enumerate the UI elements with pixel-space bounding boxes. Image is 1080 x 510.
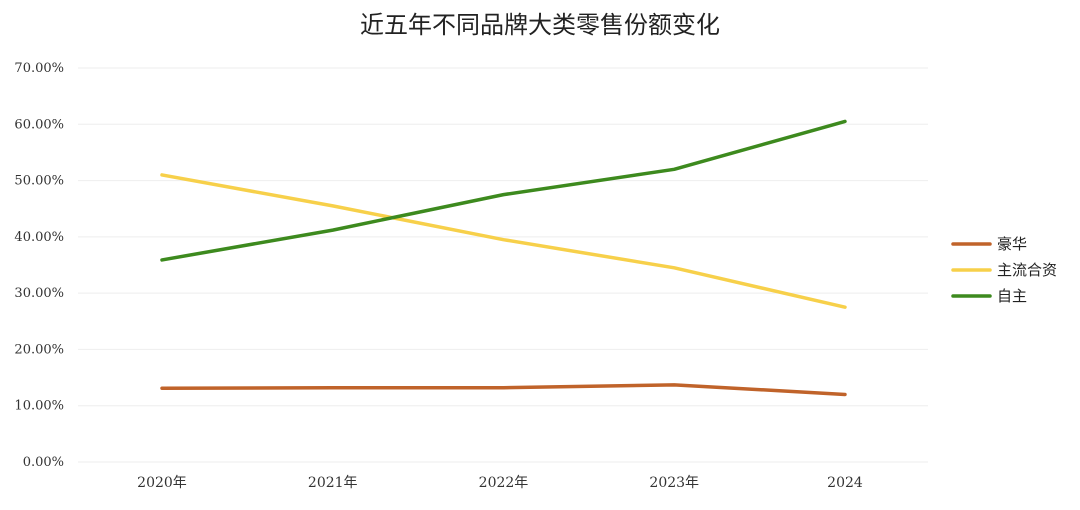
y-tick-label: 70.00% (14, 61, 64, 76)
series-line-2 (160, 119, 847, 262)
legend-label-2: 自主 (997, 287, 1027, 305)
chart-title: 近五年不同品牌大类零售份额变化 (360, 11, 720, 39)
y-tick-label: 60.00% (14, 117, 64, 132)
y-tick-label: 40.00% (14, 230, 64, 245)
legend-label-0: 豪华 (997, 235, 1027, 253)
y-axis: 0.00% 10.00% 20.00% 30.00% 40.00% 50.00% 60.00… (14, 61, 64, 470)
series-line-1 (160, 173, 847, 309)
y-tick-label: 20.00% (14, 342, 64, 357)
x-tick-label: 2022年 (479, 475, 529, 491)
x-tick-label: 2023年 (649, 475, 699, 491)
y-tick-label: 0.00% (23, 455, 64, 470)
series-group (160, 119, 847, 397)
grid (78, 67, 928, 463)
x-tick-label: 2020年 (137, 475, 187, 491)
y-tick-label: 50.00% (14, 174, 64, 189)
x-axis: 2020年 2021年 2022年 2023年 2024 (137, 475, 863, 491)
y-tick-label: 10.00% (14, 399, 64, 414)
series-line-0 (160, 383, 847, 397)
x-tick-label: 2021年 (308, 475, 358, 491)
x-tick-label: 2024 (827, 475, 863, 491)
y-tick-label: 30.00% (14, 286, 64, 301)
legend-label-1: 主流合资 (997, 261, 1057, 279)
